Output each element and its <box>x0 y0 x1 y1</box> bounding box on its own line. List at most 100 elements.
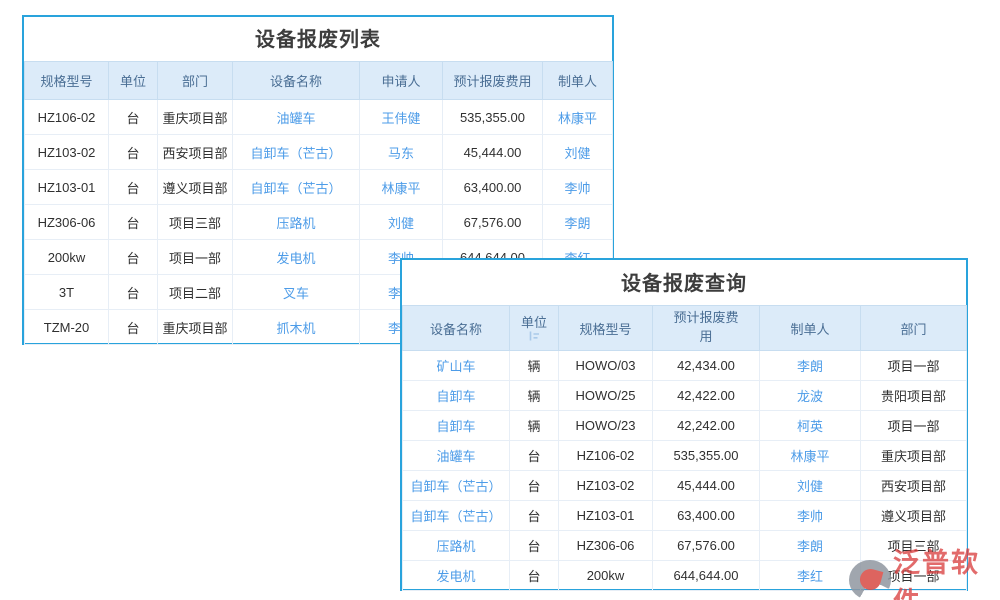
cell-device-link[interactable]: 自卸车 <box>402 410 510 441</box>
cell-unit: 台 <box>509 470 559 501</box>
cell-cost: 535,355.00 <box>652 440 760 471</box>
cell-unit: 台 <box>509 500 559 531</box>
cell-dept: 项目二部 <box>157 274 233 310</box>
cell-applicant-link[interactable]: 马东 <box>359 134 443 170</box>
cell-unit: 台 <box>509 560 559 591</box>
cell-spec: HZ103-01 <box>24 169 109 205</box>
scrap-list-header-row: 规格型号 单位 部门 设备名称 申请人 预计报废费用 制单人 <box>24 61 613 100</box>
cell-cost: 45,444.00 <box>442 134 543 170</box>
table-row: 自卸车（芒古） 台 HZ103-01 63,400.00 李帅 遵义项目部 <box>402 500 967 531</box>
cell-unit: 台 <box>108 99 158 135</box>
cell-dept: 遵义项目部 <box>860 500 967 531</box>
list-col-device: 设备名称 <box>232 61 360 100</box>
cell-creator-link[interactable]: 李朗 <box>759 530 861 561</box>
cell-cost: 63,400.00 <box>442 169 543 205</box>
table-row: HZ106-02 台 重庆项目部 油罐车 王伟健 535,355.00 林康平 <box>24 99 613 135</box>
scrap-list-title: 设备报废列表 <box>255 29 381 51</box>
cell-device-link[interactable]: 自卸车（芒古） <box>232 169 360 205</box>
scrap-query-panel: 设备报废查询 设备名称 单位 规格型 <box>400 258 968 591</box>
cell-spec: 200kw <box>24 239 109 275</box>
query-col-cost: 预计报废费用 <box>652 305 760 351</box>
cell-spec: HZ103-02 <box>24 134 109 170</box>
cell-spec: HZ306-06 <box>558 530 653 561</box>
query-col-unit-label: 单位 <box>520 314 547 330</box>
cell-dept: 贵阳项目部 <box>860 380 967 411</box>
cell-cost: 63,400.00 <box>652 500 760 531</box>
cell-dept: 项目一部 <box>860 350 967 381</box>
cell-unit: 台 <box>509 440 559 471</box>
cell-creator-link[interactable]: 刘健 <box>542 134 613 170</box>
cell-device-link[interactable]: 自卸车 <box>402 380 510 411</box>
table-row: 矿山车 辆 HOWO/03 42,434.00 李朗 项目一部 <box>402 350 967 381</box>
cell-device-link[interactable]: 自卸车（芒古） <box>402 470 510 501</box>
cell-spec: TZM-20 <box>24 309 109 345</box>
fanpusoft-logo-icon <box>849 560 891 600</box>
cell-device-link[interactable]: 抓木机 <box>232 309 360 345</box>
cell-device-link[interactable]: 发电机 <box>232 239 360 275</box>
cell-spec: HZ103-01 <box>558 500 653 531</box>
cell-creator-link[interactable]: 柯英 <box>759 410 861 441</box>
table-row: HZ103-01 台 遵义项目部 自卸车（芒古） 林康平 63,400.00 李… <box>24 169 613 205</box>
cell-device-link[interactable]: 矿山车 <box>402 350 510 381</box>
cell-unit: 台 <box>108 169 158 205</box>
scrap-query-title: 设备报废查询 <box>621 273 747 295</box>
query-col-unit-sortable[interactable]: 单位 <box>509 305 559 351</box>
sort-icon[interactable] <box>528 331 541 341</box>
cell-cost: 42,242.00 <box>652 410 760 441</box>
cell-unit: 台 <box>108 274 158 310</box>
cell-unit: 辆 <box>509 350 559 381</box>
cell-device-link[interactable]: 油罐车 <box>232 99 360 135</box>
query-col-spec: 规格型号 <box>558 305 653 351</box>
cell-cost: 67,576.00 <box>442 204 543 240</box>
cell-unit: 台 <box>509 530 559 561</box>
cell-applicant-link[interactable]: 刘健 <box>359 204 443 240</box>
table-row: 自卸车 辆 HOWO/25 42,422.00 龙波 贵阳项目部 <box>402 380 967 411</box>
cell-spec: HZ106-02 <box>24 99 109 135</box>
cell-dept: 项目三部 <box>157 204 233 240</box>
cell-cost: 45,444.00 <box>652 470 760 501</box>
cell-creator-link[interactable]: 李红 <box>759 560 861 591</box>
table-row: HZ306-06 台 项目三部 压路机 刘健 67,576.00 李朗 <box>24 204 613 240</box>
cell-unit: 台 <box>108 204 158 240</box>
cell-creator-link[interactable]: 林康平 <box>759 440 861 471</box>
cell-dept: 重庆项目部 <box>157 99 233 135</box>
cell-creator-link[interactable]: 龙波 <box>759 380 861 411</box>
table-row: 油罐车 台 HZ106-02 535,355.00 林康平 重庆项目部 <box>402 440 967 471</box>
cell-spec: 3T <box>24 274 109 310</box>
cell-unit: 辆 <box>509 410 559 441</box>
cell-dept: 项目三部 <box>860 530 967 561</box>
cell-device-link[interactable]: 自卸车（芒古） <box>232 134 360 170</box>
query-col-cost-label: 预计报废费用 <box>673 310 739 344</box>
cell-unit: 台 <box>108 239 158 275</box>
cell-spec: HZ306-06 <box>24 204 109 240</box>
list-col-creator: 制单人 <box>542 61 613 100</box>
cell-cost: 644,644.00 <box>652 560 760 591</box>
cell-unit: 台 <box>108 134 158 170</box>
cell-creator-link[interactable]: 刘健 <box>759 470 861 501</box>
query-col-creator: 制单人 <box>759 305 861 351</box>
cell-device-link[interactable]: 压路机 <box>232 204 360 240</box>
cell-spec: 200kw <box>558 560 653 591</box>
table-row: 自卸车（芒古） 台 HZ103-02 45,444.00 刘健 西安项目部 <box>402 470 967 501</box>
cell-creator-link[interactable]: 李朗 <box>542 204 613 240</box>
cell-spec: HZ106-02 <box>558 440 653 471</box>
list-col-applicant: 申请人 <box>359 61 443 100</box>
scrap-query-header-row: 设备名称 单位 规格型号 预计报废费用 制单人 部门 <box>402 305 967 351</box>
cell-dept: 重庆项目部 <box>157 309 233 345</box>
cell-device-link[interactable]: 压路机 <box>402 530 510 561</box>
cell-applicant-link[interactable]: 王伟健 <box>359 99 443 135</box>
cell-spec: HOWO/23 <box>558 410 653 441</box>
watermark-brand: 泛普软件 <box>893 548 980 600</box>
cell-creator-link[interactable]: 李朗 <box>759 350 861 381</box>
cell-cost: 42,422.00 <box>652 380 760 411</box>
cell-creator-link[interactable]: 李帅 <box>542 169 613 205</box>
cell-creator-link[interactable]: 林康平 <box>542 99 613 135</box>
cell-device-link[interactable]: 自卸车（芒古） <box>402 500 510 531</box>
cell-applicant-link[interactable]: 林康平 <box>359 169 443 205</box>
cell-device-link[interactable]: 油罐车 <box>402 440 510 471</box>
cell-dept: 项目一部 <box>157 239 233 275</box>
cell-device-link[interactable]: 发电机 <box>402 560 510 591</box>
cell-creator-link[interactable]: 李帅 <box>759 500 861 531</box>
watermark: 泛普软件 www.fanpusoft.com <box>849 541 1000 600</box>
cell-device-link[interactable]: 叉车 <box>232 274 360 310</box>
